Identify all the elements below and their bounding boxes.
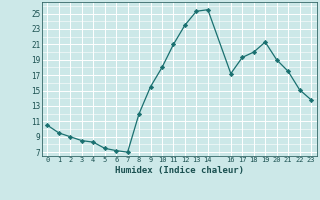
X-axis label: Humidex (Indice chaleur): Humidex (Indice chaleur) — [115, 166, 244, 175]
